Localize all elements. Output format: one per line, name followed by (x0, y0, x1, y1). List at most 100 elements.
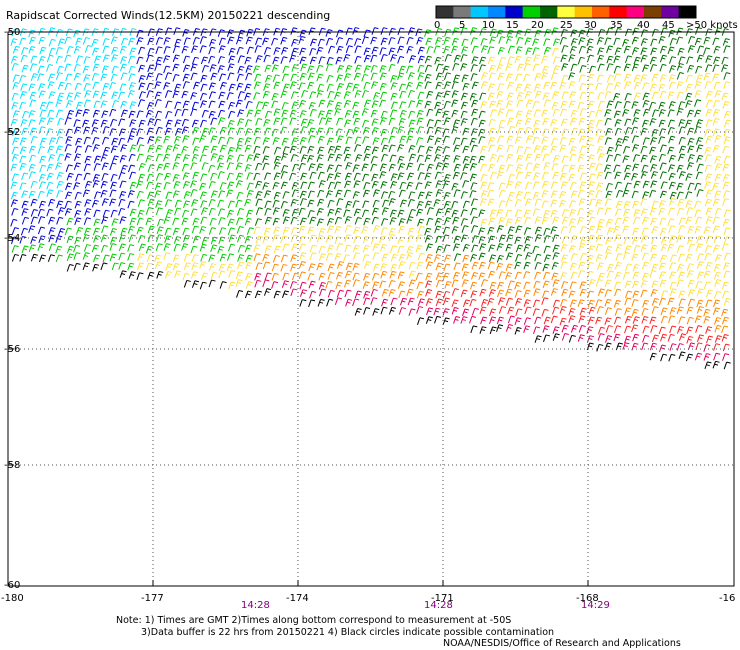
barb-staff (147, 136, 151, 144)
barb-flag (600, 63, 605, 66)
barb-staff (265, 75, 269, 83)
barb-staff (632, 144, 636, 152)
barb-flag (427, 172, 432, 175)
barb-flag (132, 119, 137, 122)
barb-flag (699, 54, 704, 57)
wind-barb (552, 154, 561, 163)
barb-staff (568, 72, 572, 80)
barb-flag (24, 64, 29, 67)
barb-staff (182, 181, 187, 189)
barb-flag (68, 136, 73, 139)
barb-flag (499, 29, 504, 32)
wind-barb (505, 63, 513, 71)
barb-staff (93, 155, 98, 164)
barb-staff (425, 37, 429, 46)
barb-staff (451, 38, 456, 46)
wind-barb (155, 56, 163, 65)
barb-staff (128, 66, 132, 74)
barb-staff (488, 65, 493, 73)
barb-flag (419, 36, 424, 39)
barb-staff (489, 172, 494, 180)
barb-flag (240, 55, 245, 58)
barb-flag (372, 112, 377, 115)
wind-barb (181, 108, 189, 117)
barb-staff (29, 99, 33, 107)
barb-staff (200, 173, 204, 182)
barb-staff (579, 83, 583, 91)
barb-staff (588, 65, 593, 74)
wind-barb (228, 47, 236, 56)
wind-barb (397, 126, 405, 134)
barb-staff (417, 65, 421, 73)
barb-staff (577, 57, 582, 65)
barb-flag (94, 146, 99, 149)
barb-flag (420, 64, 425, 67)
barb-flag (311, 59, 316, 62)
barb-flag (625, 155, 630, 158)
barb-flag (58, 29, 63, 32)
barb-flag (644, 111, 649, 114)
barb-flag (545, 49, 550, 52)
wind-barb (111, 91, 119, 100)
barb-flag (445, 146, 450, 149)
wind-barb (471, 56, 479, 64)
barb-staff (685, 173, 689, 181)
barb-staff (587, 144, 591, 152)
wind-barb (281, 73, 289, 82)
wind-barb (163, 46, 171, 54)
barb-flag (697, 90, 702, 93)
barb-flag (364, 36, 369, 39)
barb-staff (696, 45, 701, 54)
barb-flag (462, 63, 468, 66)
barb-flag (617, 119, 622, 122)
wind-barb (10, 163, 18, 172)
barb-flag (33, 136, 38, 138)
barb-staff (723, 136, 728, 144)
wind-barb (605, 82, 613, 91)
barb-staff (336, 135, 340, 143)
wind-barb (83, 126, 91, 135)
barb-flag (489, 59, 494, 62)
barb-flag (364, 73, 369, 76)
barb-staff (532, 137, 536, 145)
barb-staff (534, 91, 539, 99)
barb-flag (183, 137, 188, 140)
wind-barb (334, 101, 342, 110)
barb-staff (334, 92, 338, 100)
wind-barb (678, 119, 686, 127)
barb-flag (661, 101, 666, 104)
barb-flag (204, 65, 209, 67)
barb-flag (87, 45, 92, 47)
barb-flag (24, 110, 29, 113)
barb-flag (410, 100, 416, 103)
wind-barb (578, 45, 586, 54)
wind-barb (642, 108, 650, 117)
barb-staff (667, 119, 672, 128)
barb-staff (183, 64, 187, 73)
wind-barb (542, 153, 550, 162)
barb-flag (600, 135, 605, 138)
wind-barb (147, 136, 155, 144)
barb-staff (55, 29, 60, 37)
barb-flag (355, 120, 359, 123)
barb-flag (267, 64, 272, 67)
barb-flag (453, 30, 458, 33)
barb-flag (149, 67, 153, 70)
wind-barb (424, 64, 432, 73)
barb-flag (624, 135, 630, 138)
barb-flag (418, 28, 423, 31)
wind-barb (435, 37, 443, 45)
barb-flag (472, 27, 477, 30)
barb-flag (510, 56, 515, 59)
barb-flag (482, 74, 487, 77)
wind-barb (695, 171, 703, 180)
barb-flag (542, 148, 547, 151)
barb-flag (381, 85, 386, 88)
barb-flag (499, 64, 504, 67)
barb-staff (191, 102, 196, 110)
barb-flag (508, 73, 513, 76)
wind-barb (83, 99, 91, 108)
wind-barb (46, 101, 54, 110)
barb-flag (41, 117, 46, 120)
